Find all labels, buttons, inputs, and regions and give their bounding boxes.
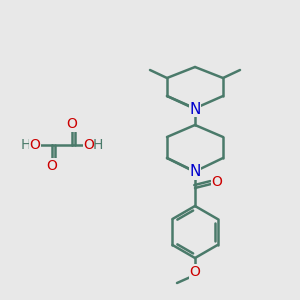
Text: N: N: [189, 164, 201, 179]
Text: N: N: [189, 101, 201, 116]
Text: O: O: [212, 175, 222, 189]
Text: H: H: [21, 138, 31, 152]
Text: O: O: [190, 265, 200, 279]
Text: O: O: [46, 159, 57, 173]
Text: O: O: [30, 138, 40, 152]
Text: H: H: [93, 138, 103, 152]
Text: O: O: [67, 117, 77, 131]
Text: O: O: [84, 138, 94, 152]
